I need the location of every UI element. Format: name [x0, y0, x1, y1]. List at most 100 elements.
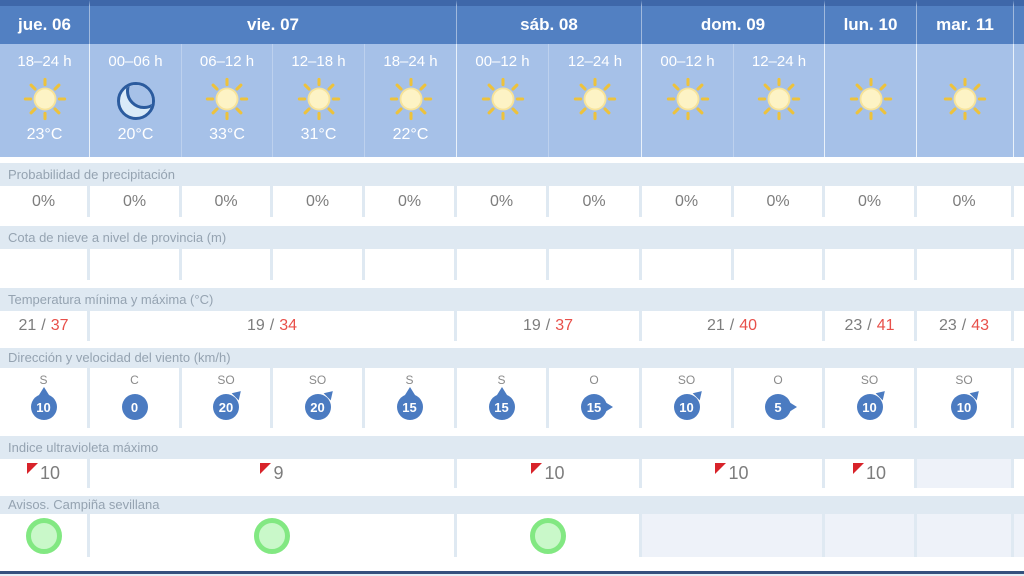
- wind-cell: SO 10: [642, 368, 734, 428]
- temp-min: 23: [938, 317, 957, 334]
- sun-icon: [942, 76, 988, 122]
- wind-cell: SO 20: [273, 368, 365, 428]
- wind-speed-badge: 20: [304, 394, 331, 420]
- snow-value: [365, 249, 457, 280]
- wind-speed-badge: 0: [121, 394, 148, 420]
- precipitation-row-label: Probabilidad de precipitación: [0, 163, 1024, 186]
- warnings-row-label: Avisos. Campiña sevillana: [0, 496, 1024, 514]
- period-time: 12–18 h: [291, 53, 346, 70]
- snow-value: [182, 249, 273, 280]
- wind-direction-label: SO: [955, 373, 973, 387]
- wind-cell: SO 10: [825, 368, 917, 428]
- uv-flag-icon: [260, 463, 272, 474]
- snow-row-label: Cota de nieve a nivel de provincia (m): [0, 226, 1024, 249]
- sun-icon: [665, 76, 711, 122]
- period-cell: 12–24 h: [734, 44, 825, 157]
- day-header-jue06[interactable]: jue. 06: [0, 0, 90, 44]
- wind-cell: S 15: [457, 368, 549, 428]
- day-header-partial: [1014, 0, 1024, 44]
- wind-direction-label: S: [39, 373, 48, 387]
- precipitation-row: 0% 0% 0% 0% 0% 0% 0% 0% 0% 0% 0%: [0, 186, 1024, 217]
- period-cell: 00–06 h 20°C: [90, 44, 182, 157]
- wind-speed-badge: 10: [856, 394, 883, 420]
- temp-min: 19: [246, 317, 265, 334]
- day-header-mar11[interactable]: mar. 11: [917, 0, 1014, 44]
- sun-icon: [388, 76, 434, 122]
- warning-green-circle-icon: [530, 517, 566, 554]
- temp-max: 43: [971, 317, 990, 334]
- uv-cell-partial: [1014, 459, 1024, 488]
- precip-value: 0%: [825, 186, 917, 217]
- warning-cell-empty: [825, 514, 917, 557]
- day-label: dom. 09: [700, 15, 766, 34]
- precip-value: 0%: [642, 186, 734, 217]
- wind-direction-label: SO: [217, 373, 235, 387]
- uv-cell: 10: [457, 459, 642, 488]
- uv-cell: 10: [642, 459, 825, 488]
- period-time: 12–24 h: [567, 53, 623, 70]
- temp-max: 41: [876, 317, 895, 334]
- period-cell: 12–18 h 31°C: [273, 44, 365, 157]
- footer-area: [0, 574, 1024, 576]
- wind-speed-badge: 15: [581, 394, 607, 420]
- day-label: sáb. 08: [520, 15, 578, 34]
- sun-icon: [22, 76, 68, 122]
- day-header-lun10[interactable]: lun. 10: [825, 0, 917, 44]
- period-time: 00–12 h: [660, 53, 715, 70]
- temp-minmax: 23/41: [825, 311, 917, 341]
- wind-cell-partial: [1014, 368, 1024, 428]
- period-temp: 31°C: [300, 126, 337, 143]
- day-header-vie07[interactable]: vie. 07: [90, 0, 457, 44]
- snow-value: [917, 249, 1014, 280]
- temp-minmax: 19/34: [90, 311, 457, 341]
- sun-icon: [480, 76, 526, 122]
- day-label: mar. 11: [936, 15, 994, 34]
- wind-direction-label: C: [130, 373, 139, 387]
- precip-value: 0%: [273, 186, 365, 217]
- wind-cell: O 15: [549, 368, 642, 428]
- sun-icon: [848, 76, 894, 122]
- period-cell: 18–24 h 22°C: [365, 44, 457, 157]
- uv-cell: 9: [90, 459, 457, 488]
- snow-value-partial: [1014, 249, 1024, 280]
- temp-min: 21: [18, 317, 37, 334]
- precip-value-partial: [1014, 186, 1024, 217]
- sun-icon: [572, 76, 618, 122]
- warning-cell: [90, 514, 457, 557]
- warning-cell: [0, 514, 90, 557]
- warning-cell-partial: [1014, 514, 1024, 557]
- period-cell: 18–24 h 23°C: [0, 44, 90, 157]
- snow-value: [549, 249, 642, 280]
- period-cell: 00–12 h: [457, 44, 549, 157]
- wind-direction-label: S: [497, 373, 506, 387]
- wind-speed-badge: 15: [396, 394, 423, 420]
- uv-flag-icon: [852, 463, 864, 474]
- temp-max: 34: [279, 317, 298, 334]
- day-header-row: jue. 06 vie. 07 sáb. 08 dom. 09 lun. 10 …: [0, 0, 1024, 44]
- precip-value: 0%: [0, 186, 90, 217]
- sun-icon: [204, 76, 250, 122]
- uv-flag-icon: [531, 463, 543, 474]
- wind-direction-label: S: [405, 373, 414, 387]
- sun-icon: [296, 76, 342, 122]
- day-label: jue. 06: [18, 15, 71, 34]
- temp-min: 19: [522, 317, 541, 334]
- day-header-sab08[interactable]: sáb. 08: [457, 0, 642, 44]
- wind-arrow-north-icon: [404, 387, 415, 395]
- snow-value: [90, 249, 182, 280]
- uv-cell: 10: [0, 459, 90, 488]
- day-header-dom09[interactable]: dom. 09: [642, 0, 825, 44]
- snow-value: [825, 249, 917, 280]
- uv-row: 10 9 10 10 10: [0, 459, 1024, 488]
- moon-icon: [116, 82, 155, 120]
- uv-value: 9: [273, 463, 284, 483]
- temp-max: 40: [739, 317, 758, 334]
- day-label: vie. 07: [247, 15, 299, 34]
- wind-speed-badge: 10: [673, 394, 700, 420]
- precip-value: 0%: [917, 186, 1014, 217]
- temp-min: 21: [706, 317, 725, 334]
- temp-max: 37: [50, 317, 69, 334]
- wind-arrow-north-icon: [38, 387, 49, 395]
- uv-value: 10: [865, 463, 887, 483]
- period-time: 18–24 h: [383, 53, 438, 70]
